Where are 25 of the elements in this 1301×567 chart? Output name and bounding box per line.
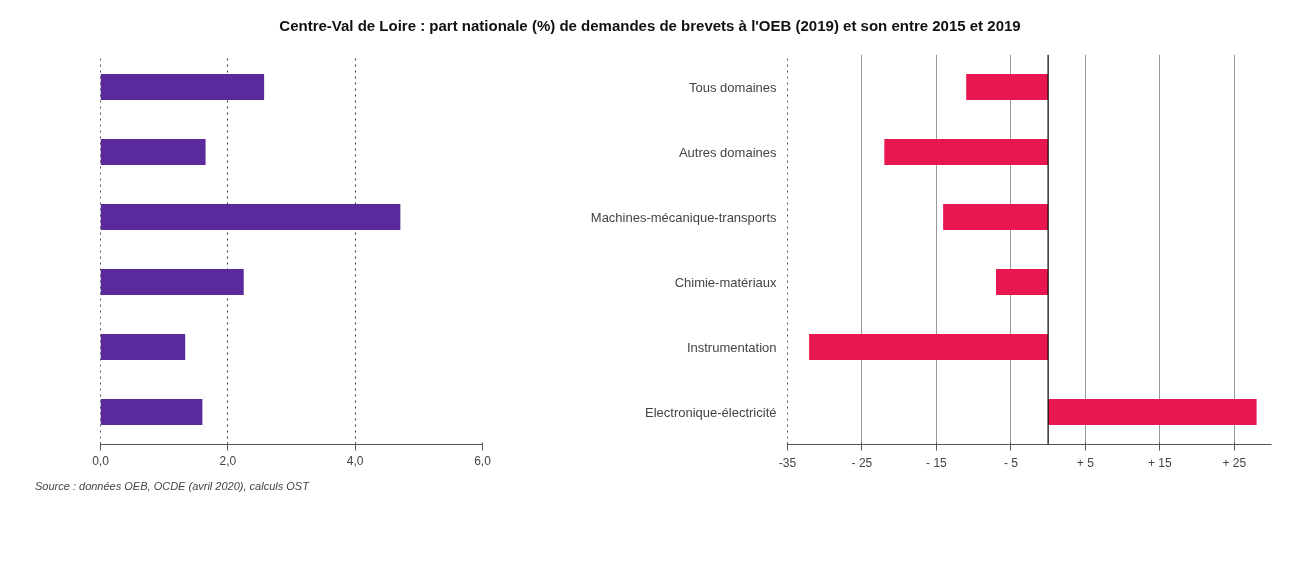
y-tick-label: Chimie-matériaux <box>674 274 777 290</box>
x-tick-label: 4,0 <box>346 453 364 468</box>
text: Centre-Val de Loire : part nationale (%) de demandes de brevets à l'OEB (2019) et son entre 2015 et 2019 <box>279 16 1021 36</box>
bar <box>100 269 244 295</box>
bar <box>100 334 186 360</box>
x-tick-label: - 25 <box>851 455 873 470</box>
y-tick-label: Electronique-électricité <box>645 404 777 420</box>
bar <box>100 74 265 100</box>
y-tick-label: Tous domaines <box>689 79 777 95</box>
x-tick-label: + 15 <box>1147 455 1172 470</box>
x-tick-label: 2,0 <box>219 453 237 468</box>
y-tick-label: Autres domaines <box>678 144 777 160</box>
x-tick-label: 6,0 <box>474 453 492 468</box>
x-tick-label: - 5 <box>1003 455 1019 470</box>
x-tick-label: + 5 <box>1076 455 1095 470</box>
x-tick-label: 0,0 <box>92 453 110 468</box>
x-tick-label: -35 <box>778 455 797 470</box>
bar <box>100 204 401 230</box>
source-note: Source : données OEB, OCDE (avril 2020), calculs OST <box>35 479 309 494</box>
x-tick-label: + 25 <box>1222 455 1247 470</box>
bar <box>100 139 206 165</box>
y-tick-label: Instrumentation <box>686 339 777 355</box>
x-tick-label: - 15 <box>926 455 948 470</box>
y-tick-label: Machines-mécanique-transports <box>590 209 777 225</box>
bar <box>100 399 203 425</box>
